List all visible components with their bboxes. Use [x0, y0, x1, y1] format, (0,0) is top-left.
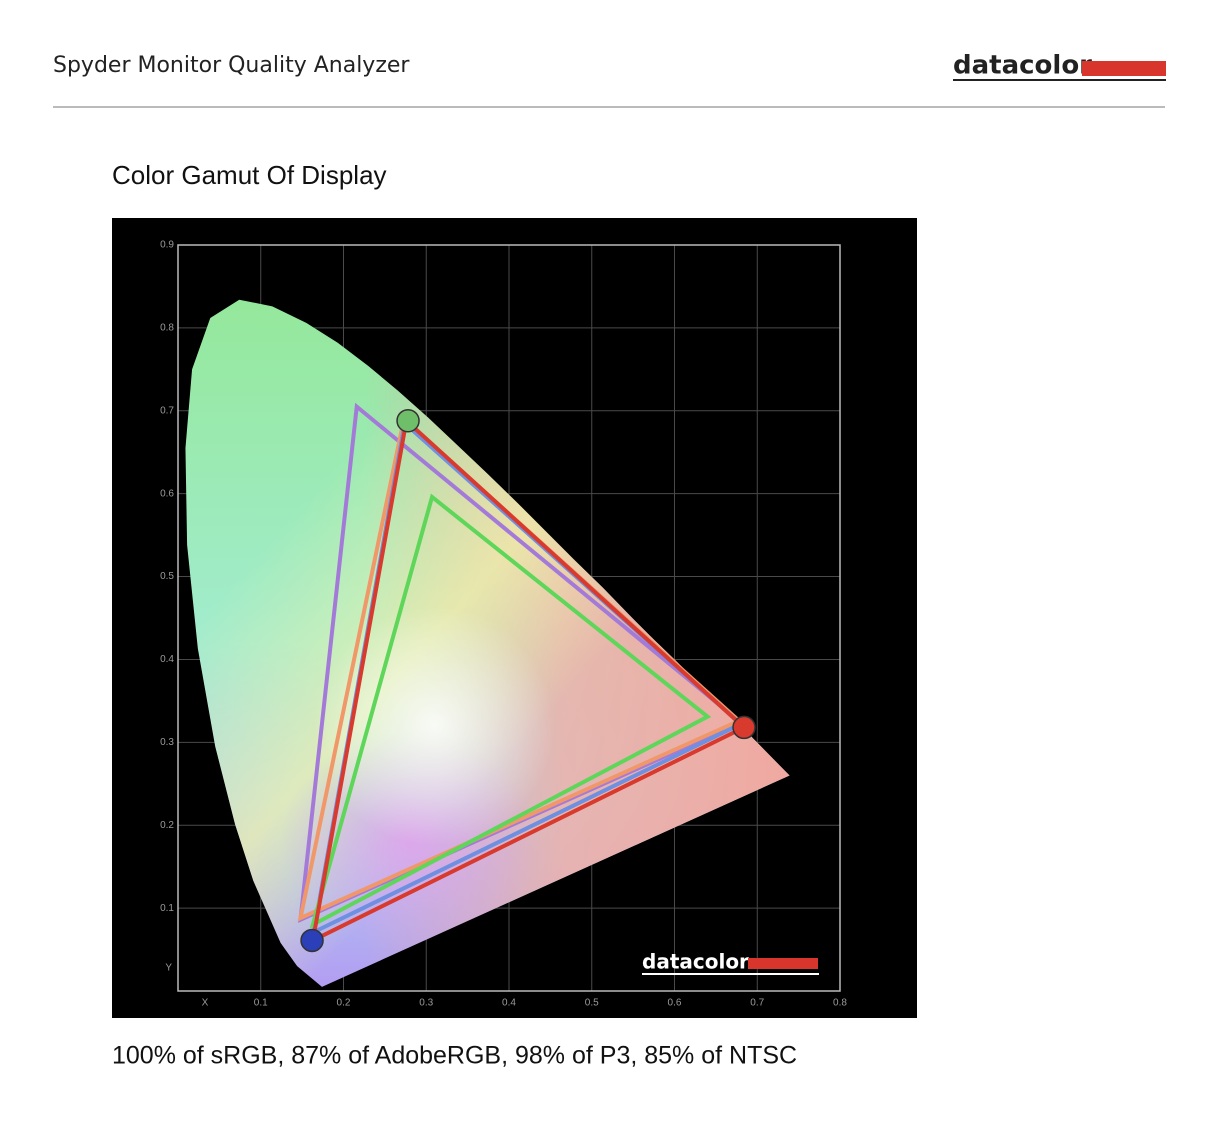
y-tick-label: 0.9 — [160, 240, 174, 251]
x-tick-label: 0.2 — [337, 998, 351, 1009]
y-tick-label: 0.7 — [160, 405, 174, 416]
primary-marker — [732, 715, 756, 740]
y-tick-label: 0.5 — [160, 571, 174, 582]
watermark: datacolor — [642, 950, 749, 974]
section-title: Color Gamut Of Display — [112, 160, 387, 190]
x-tick-label: 0.6 — [668, 998, 682, 1009]
primary-marker — [300, 928, 324, 953]
logo-bar — [1082, 61, 1166, 76]
x-tick-label: 0.7 — [750, 998, 764, 1009]
y-tick-label: 0.6 — [160, 488, 174, 499]
caption: 100% of sRGB, 87% of AdobeRGB, 98% of P3… — [112, 1042, 797, 1070]
y-tick-label: 0.2 — [160, 820, 174, 831]
y-tick-label: 0.3 — [160, 737, 174, 748]
gamut-triangle — [310, 416, 748, 944]
primary-marker — [396, 408, 420, 433]
axis-frame — [177, 244, 841, 992]
gamut-triangle — [309, 493, 712, 929]
locus-gradient — [314, 605, 555, 846]
x-tick-label: 0.1 — [254, 998, 268, 1009]
x-tick-label: 0.3 — [419, 998, 433, 1009]
y-tick-label: 0.8 — [160, 323, 174, 334]
watermark-bar — [748, 958, 818, 969]
x-axis-label: X — [202, 998, 209, 1009]
x-tick-label: 0.8 — [833, 998, 847, 1009]
y-axis-label: Y — [165, 963, 172, 974]
logo: datacolor — [953, 51, 1092, 81]
header-title: Spyder Monitor Quality Analyzer — [53, 53, 410, 78]
x-tick-label: 0.5 — [585, 998, 599, 1009]
y-tick-label: 0.1 — [160, 903, 174, 914]
x-tick-label: 0.4 — [502, 998, 516, 1009]
y-tick-label: 0.4 — [160, 654, 174, 665]
